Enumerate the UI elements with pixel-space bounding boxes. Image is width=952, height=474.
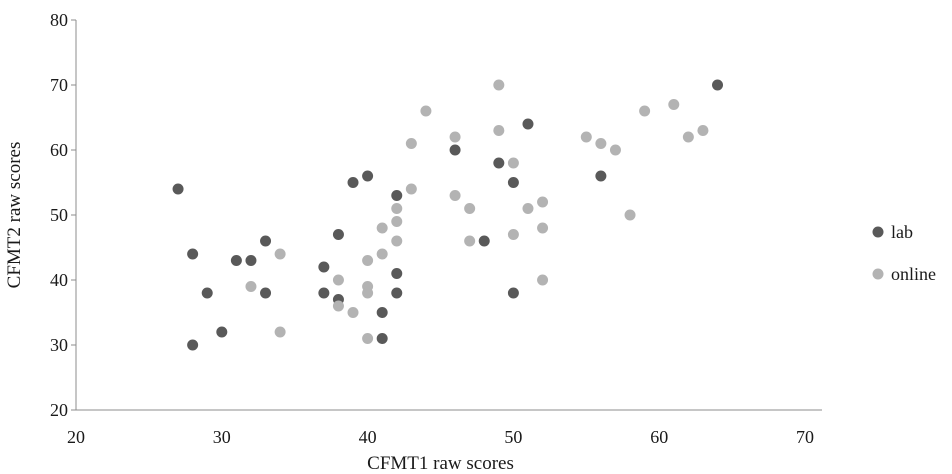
lab-point (318, 261, 330, 273)
lab-point (347, 177, 359, 188)
online-point (274, 248, 286, 260)
y-tick-label: 60 (50, 140, 68, 160)
online-point (464, 235, 476, 247)
lab-point (449, 144, 461, 156)
online-point (274, 326, 286, 338)
online-point (682, 131, 694, 143)
y-tick-label: 50 (50, 205, 68, 225)
online-point (420, 105, 432, 117)
online-point (391, 203, 403, 214)
x-tick-label: 30 (213, 427, 231, 447)
online-point (507, 229, 519, 240)
online-point (697, 125, 709, 136)
online-point (362, 255, 374, 266)
x-tick-label: 40 (359, 427, 377, 447)
online-point (668, 99, 680, 110)
online-point (332, 300, 344, 312)
x-tick-label: 50 (504, 427, 522, 447)
online-point (332, 274, 344, 286)
legend-label-lab: lab (891, 222, 913, 242)
online-point (391, 235, 403, 247)
online-point (449, 190, 461, 201)
lab-point (391, 190, 403, 201)
lab-point (230, 255, 242, 266)
lab-point (332, 229, 344, 240)
online-point (537, 274, 549, 286)
lab-point (522, 118, 534, 130)
lab-point (595, 170, 607, 182)
online-point (507, 157, 519, 169)
legend-marker-lab (872, 226, 884, 238)
lab-point (376, 333, 388, 344)
online-point (405, 183, 417, 195)
legend: lab online (872, 222, 936, 284)
lab-point (260, 287, 272, 299)
lab-point (391, 268, 403, 279)
online-point (362, 333, 374, 344)
online-point (347, 307, 359, 318)
lab-point (187, 339, 199, 351)
online-point (537, 222, 549, 234)
lab-point (245, 255, 257, 266)
axes (75, 20, 822, 411)
data-points (172, 79, 724, 351)
x-tick-labels: 20 30 40 50 60 70 (67, 427, 814, 447)
lab-point (260, 235, 272, 247)
lab-point (376, 307, 388, 318)
online-point (522, 203, 534, 214)
lab-point (187, 248, 199, 260)
lab-point (201, 287, 213, 299)
online-point (376, 248, 388, 260)
lab-point (362, 170, 374, 182)
y-tick-label: 30 (50, 335, 68, 355)
online-point (580, 131, 592, 143)
online-point (493, 79, 505, 91)
online-point (609, 144, 621, 156)
x-axis-label: CFMT1 raw scores (367, 453, 514, 474)
y-tick-label: 80 (50, 10, 68, 30)
online-point (537, 196, 549, 208)
y-tick-label: 70 (50, 75, 68, 95)
lab-point (507, 287, 519, 299)
online-point (493, 125, 505, 136)
lab-point (493, 157, 505, 169)
lab-point (478, 235, 490, 247)
online-point (376, 222, 388, 234)
lab-point (172, 183, 184, 195)
online-point (245, 281, 257, 292)
lab-point (216, 326, 228, 338)
x-tick-label: 60 (650, 427, 668, 447)
online-point (624, 209, 636, 221)
lab-point (318, 287, 330, 299)
online-point (595, 138, 607, 149)
x-tick-label: 20 (67, 427, 85, 447)
online-point (405, 138, 417, 149)
x-tick-label: 70 (796, 427, 814, 447)
lab-point (712, 79, 724, 91)
legend-marker-online (872, 268, 884, 280)
y-tick-labels: 20 30 40 50 60 70 80 (50, 10, 76, 420)
lab-point (391, 287, 403, 299)
online-point (449, 131, 461, 143)
y-tick-label: 40 (50, 270, 68, 290)
online-point (464, 203, 476, 214)
online-point (639, 105, 651, 117)
lab-point (507, 177, 519, 188)
online-point (362, 287, 374, 299)
online-point (391, 216, 403, 227)
y-tick-label: 20 (50, 400, 68, 420)
y-axis-label: CFMT2 raw scores (4, 142, 25, 289)
legend-label-online: online (891, 264, 936, 284)
